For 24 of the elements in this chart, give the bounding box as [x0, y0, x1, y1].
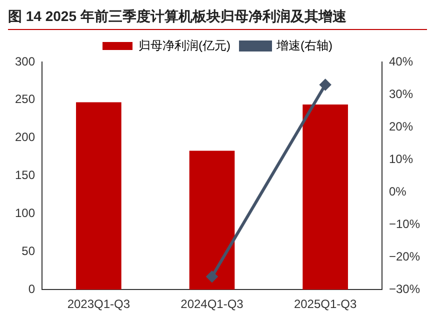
- y2-tick-label: −30%: [388, 282, 420, 296]
- y2-tick-label: −20%: [388, 249, 420, 264]
- y-tick-label: 300: [14, 54, 36, 68]
- y-tick-label: 150: [14, 168, 36, 182]
- y2-tick-label: 40%: [388, 54, 414, 68]
- y-tick-label: 50: [22, 244, 36, 258]
- y-tick-label: 200: [14, 130, 36, 144]
- legend-label: 增速(右轴): [276, 38, 332, 52]
- bar: [302, 104, 348, 290]
- bar: [76, 102, 122, 290]
- x-tick-label: 2024Q1-Q3: [180, 297, 244, 312]
- y-tick-label: 100: [14, 206, 36, 220]
- y-tick-label: 250: [14, 92, 36, 106]
- y2-tick-label: 20%: [388, 119, 414, 134]
- x-tick-label: 2025Q1-Q3: [294, 297, 357, 312]
- y2-tick-label: 0%: [388, 184, 407, 198]
- chart-title: 图 14 2025 年前三季度计算机板块归母净利润及其增速: [8, 8, 427, 30]
- y2-tick-label: 10%: [388, 152, 414, 166]
- y-tick-label: 0: [28, 282, 36, 296]
- legend-label: 归母净利润(亿元): [138, 38, 231, 52]
- bar: [189, 150, 235, 290]
- y2-tick-label: −10%: [388, 216, 420, 231]
- y2-tick-label: 30%: [388, 86, 414, 101]
- x-tick-label: 2023Q1-Q3: [67, 297, 130, 312]
